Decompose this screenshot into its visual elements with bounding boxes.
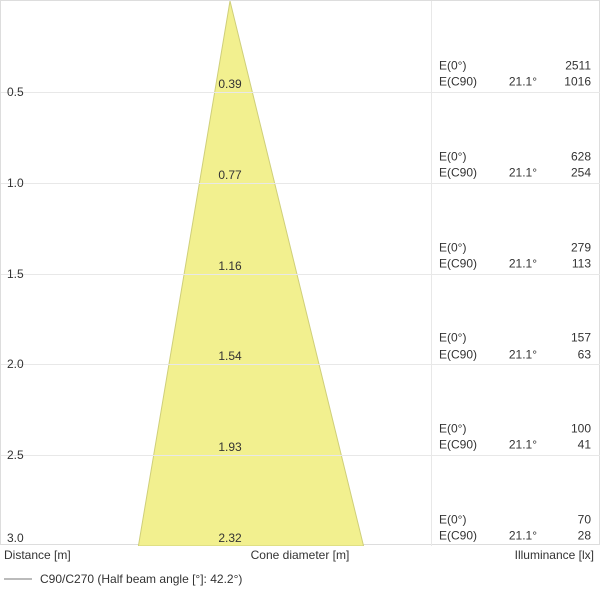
illuminance-block: E(0°) 157 E(C90)21.1°63 [439,330,597,364]
illuminance-block: E(0°) 2511 E(C90)21.1°1016 [439,57,597,91]
axis-title-diameter: Cone diameter [m] [251,548,350,562]
cone-diagram: 0.50.39E(0°)2511E(C90)21.1°10161.00.77E(… [0,0,600,545]
gridline [1,183,600,184]
illum-label-e0: E(0°) [439,330,491,346]
illum-label-e0: E(0°) [439,148,491,164]
illum-label-ec90: E(C90) [439,74,491,90]
distance-label: 1.5 [7,267,24,281]
legend: C90/C270 (Half beam angle [°]: 42.2°) [4,572,242,586]
illum-angle: 21.1° [491,346,537,362]
illum-value-e0: 70 [537,512,597,528]
illum-value-e0: 2511 [537,57,597,73]
illuminance-block: E(0°) 70 E(C90)21.1°28 [439,512,597,546]
illum-angle: 21.1° [491,164,537,180]
axis-title-distance: Distance [m] [4,548,71,562]
legend-swatch [4,578,32,580]
illum-label-ec90: E(C90) [439,528,491,544]
illum-value-e0: 279 [537,239,597,255]
illum-angle: 21.1° [491,437,537,453]
diameter-label: 1.93 [218,440,241,454]
illum-label-e0: E(0°) [439,512,491,528]
illum-label-ec90: E(C90) [439,164,491,180]
gridline [1,364,600,365]
legend-text: C90/C270 (Half beam angle [°]: 42.2°) [40,572,242,586]
illuminance-block: E(0°) 100 E(C90)21.1°41 [439,421,597,455]
distance-label: 3.0 [7,531,24,545]
diameter-label: 0.77 [218,168,241,182]
illum-value-e0: 100 [537,421,597,437]
distance-label: 0.5 [7,85,24,99]
illum-value-ec90: 254 [537,164,597,180]
distance-label: 1.0 [7,176,24,190]
illum-label-ec90: E(C90) [439,346,491,362]
illum-label-ec90: E(C90) [439,437,491,453]
illum-label-e0: E(0°) [439,57,491,73]
illum-value-ec90: 63 [537,346,597,362]
illum-value-ec90: 113 [537,255,597,271]
illuminance-block: E(0°) 279 E(C90)21.1°113 [439,239,597,273]
axis-title-illuminance: Illuminance [lx] [515,548,594,562]
illuminance-block: E(0°) 628 E(C90)21.1°254 [439,148,597,182]
gridline [1,92,600,93]
diameter-label: 2.32 [218,531,241,545]
illum-label-ec90: E(C90) [439,255,491,271]
distance-label: 2.0 [7,357,24,371]
illum-angle: 21.1° [491,74,537,90]
illum-value-ec90: 1016 [537,74,597,90]
illum-value-e0: 628 [537,148,597,164]
gridline [1,455,600,456]
gridline [1,274,600,275]
diameter-label: 1.16 [218,259,241,273]
illum-angle: 21.1° [491,528,537,544]
illum-value-ec90: 41 [537,437,597,453]
illum-value-ec90: 28 [537,528,597,544]
diameter-label: 1.54 [218,349,241,363]
illum-label-e0: E(0°) [439,239,491,255]
illum-label-e0: E(0°) [439,421,491,437]
illum-value-e0: 157 [537,330,597,346]
distance-label: 2.5 [7,448,24,462]
diameter-label: 0.39 [218,77,241,91]
illum-angle: 21.1° [491,255,537,271]
